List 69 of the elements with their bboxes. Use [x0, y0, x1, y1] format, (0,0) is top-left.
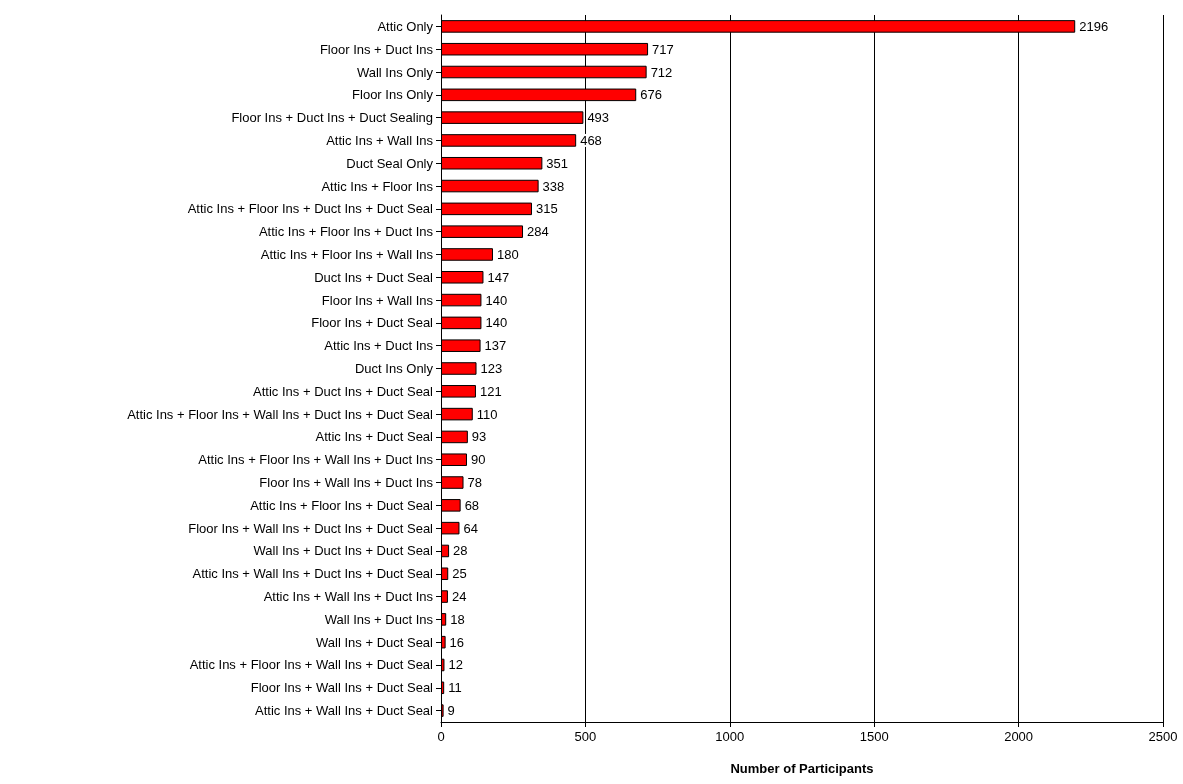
data-label: 137 [484, 338, 507, 354]
x-tick-label: 0 [437, 729, 445, 744]
x-tick-label: 2500 [1148, 729, 1178, 744]
data-label: 140 [485, 292, 508, 308]
y-tick-label: Attic Ins + Duct Seal [315, 429, 434, 445]
data-label: 78 [467, 475, 482, 491]
y-tick-label: Wall Ins + Duct Seal [316, 634, 434, 650]
y-tick-label: Attic Ins + Floor Ins + Duct Ins + Duct Seal [187, 201, 434, 217]
y-tick-label: Floor Ins + Duct Ins [319, 41, 434, 57]
y-tick-label: Floor Ins Only [352, 87, 434, 103]
y-tick-label: Attic Ins + Wall Ins + Duct Ins [263, 589, 434, 605]
y-tick-label: Attic Ins + Duct Ins [324, 338, 434, 354]
y-tick-label: Attic Ins + Floor Ins + Wall Ins [260, 246, 434, 262]
y-tick-label: Attic Ins + Floor Ins + Duct Ins [258, 224, 434, 240]
y-tick-label: Floor Ins + Wall Ins + Duct Ins + Duct Seal [188, 520, 434, 536]
data-label: 147 [487, 269, 510, 285]
x-tick-label: 2000 [1004, 729, 1034, 744]
data-label: 68 [464, 497, 480, 513]
y-tick-label: Floor Ins + Wall Ins + Duct Ins [259, 475, 434, 491]
data-label: 123 [480, 361, 503, 376]
y-tick-label: Floor Ins + Duct Ins + Duct Sealing [231, 110, 433, 126]
y-tick-label: Attic Ins + Floor Ins + Wall Ins + Duct Seal [189, 657, 434, 673]
data-label: 676 [640, 87, 662, 103]
y-tick-label: Attic Only [377, 18, 434, 34]
data-label: 180 [496, 246, 519, 262]
y-tick-label: Floor Ins + Duct Seal [311, 315, 434, 331]
x-tick-label: 500 [574, 729, 597, 744]
data-label: 338 [542, 178, 565, 194]
y-tick-label: Attic Ins + Floor Ins + Wall Ins + Duct Ins [198, 452, 434, 468]
data-label: 712 [650, 64, 673, 80]
y-tick-label: Attic Ins + Wall Ins + Duct Ins + Duct Seal [192, 566, 434, 582]
y-tick-label: Attic Ins + Floor Ins [321, 178, 434, 194]
data-label: 25 [452, 566, 467, 582]
y-tick-label: Wall Ins + Duct Ins + Duct Seal [253, 543, 434, 559]
y-tick-label: Duct Seal Only [346, 155, 434, 171]
data-label: 121 [479, 383, 502, 399]
y-tick-label: Floor Ins + Wall Ins [321, 292, 434, 308]
y-tick-label: Attic Ins + Duct Ins + Duct Seal [253, 383, 434, 399]
y-tick-label: Attic Ins + Wall Ins + Duct Seal [255, 703, 434, 719]
data-label: 18 [450, 611, 465, 627]
y-tick-label: Wall Ins Only [356, 64, 434, 80]
data-label: 351 [546, 155, 569, 171]
data-label: 2196 [1079, 18, 1109, 34]
x-tick-label: 1000 [715, 729, 745, 744]
data-label: 93 [471, 429, 487, 445]
data-label: 9 [447, 703, 455, 719]
data-label: 284 [527, 224, 549, 240]
data-label: 90 [470, 452, 486, 468]
data-label: 24 [451, 589, 467, 605]
y-tick-label: Duct Ins Only [354, 361, 434, 376]
y-tick-label: Wall Ins + Duct Ins [324, 611, 434, 627]
x-tick-label: 1500 [859, 729, 889, 744]
y-tick-label: Attic Ins + Floor Ins + Duct Seal [250, 497, 434, 513]
data-label: 717 [652, 41, 674, 57]
data-label: 110 [476, 406, 498, 422]
data-label: 64 [463, 520, 478, 536]
data-label: 28 [453, 543, 468, 559]
data-label: 315 [535, 201, 558, 217]
y-tick-label: Attic Ins + Floor Ins + Wall Ins + Duct Ins + Duct Seal [127, 406, 434, 422]
data-label: 140 [485, 315, 508, 331]
data-label: 468 [580, 132, 602, 148]
data-label: 12 [448, 657, 463, 673]
data-label: 493 [587, 110, 610, 126]
data-label: 11 [448, 680, 462, 696]
y-tick-label: Attic Ins + Wall Ins [326, 132, 434, 148]
x-axis-title: Number of Participants [730, 761, 874, 776]
y-tick-label: Floor Ins + Wall Ins + Duct Seal [250, 680, 434, 696]
data-label: 16 [449, 634, 465, 650]
y-tick-label: Duct Ins + Duct Seal [314, 269, 434, 285]
